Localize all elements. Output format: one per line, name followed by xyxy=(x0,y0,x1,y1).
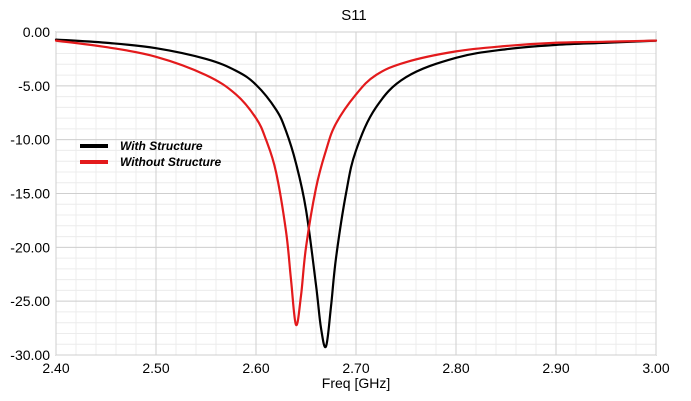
series-line-without-structure xyxy=(54,39,658,327)
x-tick-labels: 2.40 2.50 2.60 2.70 2.80 2.90 3.00 xyxy=(42,360,669,376)
y-tick-label: -30.00 xyxy=(10,347,50,363)
x-tick-label: 3.00 xyxy=(642,360,669,376)
chart-title: S11 xyxy=(341,7,367,24)
series-line-with-structure xyxy=(54,38,658,349)
x-tick-label: 2.70 xyxy=(342,360,369,376)
y-tick-label: 0.00 xyxy=(23,24,50,40)
x-tick-label: 2.80 xyxy=(442,360,469,376)
legend-label: Without Structure xyxy=(120,155,222,169)
y-tick-label: -20.00 xyxy=(10,239,50,255)
legend: With Structure Without Structure xyxy=(80,139,222,169)
x-tick-label: 2.50 xyxy=(142,360,169,376)
y-tick-label: -15.00 xyxy=(10,186,50,202)
series-lines xyxy=(54,38,658,349)
x-tick-label: 2.60 xyxy=(242,360,269,376)
x-tick-label: 2.90 xyxy=(542,360,569,376)
legend-label: With Structure xyxy=(120,139,203,153)
y-tick-label: -25.00 xyxy=(10,293,50,309)
x-axis-label: Freq [GHz] xyxy=(322,375,390,391)
grid-major xyxy=(55,31,657,356)
y-tick-label: -10.00 xyxy=(10,132,50,148)
x-tick-label: 2.40 xyxy=(42,360,69,376)
y-tick-labels: 0.00 -5.00 -10.00 -15.00 -20.00 -25.00 -30.00 xyxy=(10,24,50,363)
y-tick-label: -5.00 xyxy=(18,78,50,94)
